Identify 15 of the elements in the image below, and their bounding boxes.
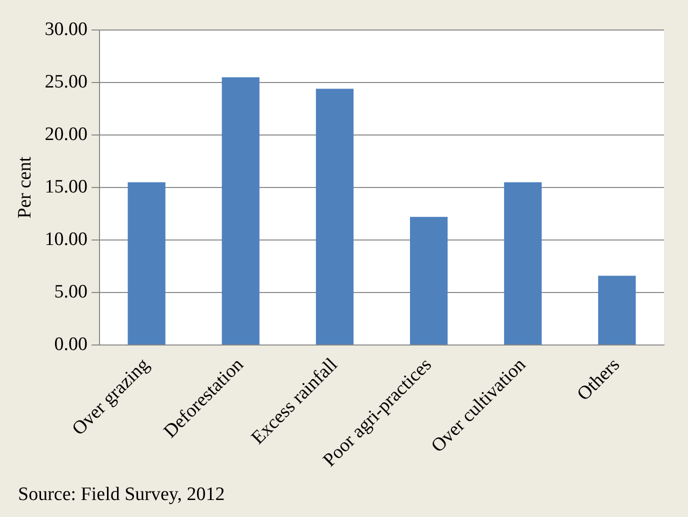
y-tick-label: 10.00 [44,229,88,250]
bar [222,77,260,345]
y-tick-label: 30.00 [44,18,88,40]
bar [598,276,636,345]
bar [504,182,542,345]
y-tick-label: 5.00 [54,282,88,303]
bar [316,88,354,345]
bar [128,182,166,345]
bar [410,216,448,345]
y-axis-title: Per cent [14,156,36,218]
y-tick-label: 0.00 [54,334,88,356]
y-tick-label: 25.00 [44,71,88,92]
y-tick-label: 20.00 [44,124,88,145]
y-tick-label: 15.00 [44,176,88,198]
source-note: Source: Field Survey, 2012 [18,484,225,506]
